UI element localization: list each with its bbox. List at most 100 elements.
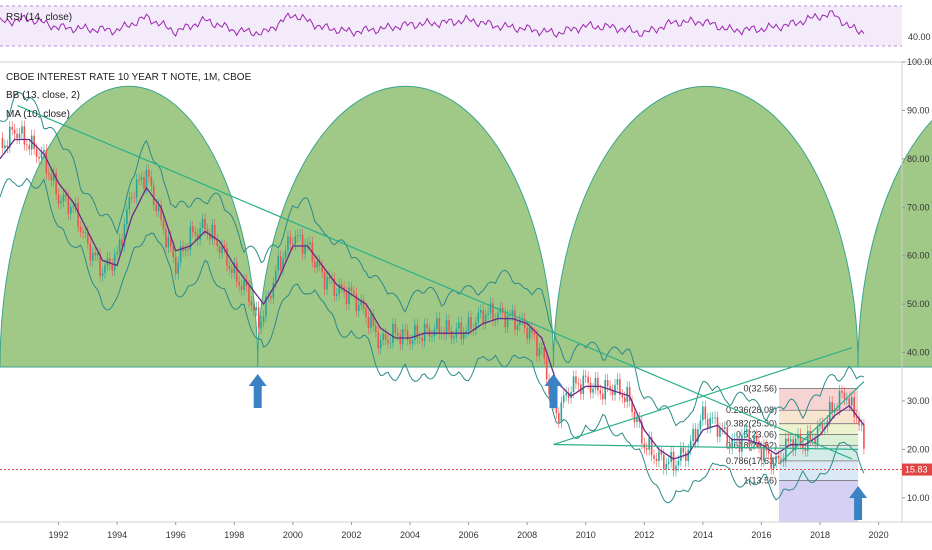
candle-body [621,394,624,398]
candle-body [284,250,287,259]
candle-body [345,292,348,305]
candle-body [170,236,172,247]
candle-body [213,224,216,240]
candle-body [418,337,421,339]
candle-body [218,245,221,254]
candle-body [501,307,504,313]
fib-level-label-2: 0.382(25.30) [726,419,777,429]
candle-body [52,173,55,181]
halving-arc-2 [257,85,555,368]
y-tick-label: 60.00 [907,251,930,261]
y-tick-label: 10.00 [907,493,930,503]
candle-body [816,426,819,444]
candle-body [682,447,685,453]
candle-body [289,236,292,244]
halving-arc-3 [552,86,859,368]
candle-body [379,340,382,349]
candle-body [243,280,245,290]
candle-body [714,417,716,419]
candle-body [760,447,763,461]
x-axis: 1992 1994 1996 1998 2000 2002 2004 2006 2008 2010… [49,522,889,540]
candle-body [572,376,575,393]
candle-body [416,324,419,339]
candle-body [626,387,629,403]
candle-body [50,174,53,181]
candle-body [855,417,858,418]
candle-body [504,312,506,328]
candle-body [606,379,609,387]
candle-body [604,379,607,400]
candle-body [1,137,4,149]
candle-body [548,379,550,395]
candle-body [777,455,780,459]
candle-body [392,323,394,343]
candle-body [279,256,282,270]
trendline-1 [17,105,853,460]
candle-body [411,340,414,344]
x-tick-label: 2006 [459,530,479,540]
candle-body [706,419,709,428]
candle-body [145,169,148,189]
candle-body [528,327,531,339]
candle-body [357,304,360,312]
candle-body [619,379,621,395]
candle-body [321,265,323,273]
candle-body [318,261,321,266]
candle-body [282,258,284,270]
x-tick-label: 1998 [224,530,244,540]
candle-body [6,145,9,148]
candle-body [133,197,136,199]
candle-body [653,455,655,459]
bb-lower-line [0,177,865,504]
candle-body [704,406,707,420]
candle-body [648,437,650,450]
x-tick-label: 2018 [810,530,830,540]
candle-body [475,322,477,330]
x-tick-label: 2016 [751,530,771,540]
candle-body [152,185,155,205]
candle-body [536,334,538,356]
candle-body [584,375,587,377]
candle-body [831,402,834,413]
candle-body [533,332,536,335]
candle-body [104,265,106,274]
up-arrow-icon [544,374,563,408]
candle-body [148,169,150,177]
candle-body [13,129,16,134]
fib-zone-2 [779,423,859,435]
candle-body [89,243,92,261]
fib-zone-5 [779,460,859,481]
candle-body [709,418,711,428]
candle-body [204,218,206,230]
candle-body [91,252,94,261]
candle-body [348,287,350,305]
candle-body [292,243,294,245]
candle-body [179,246,182,263]
candle-body [728,443,731,449]
moving-average [0,138,865,460]
candle-body [414,324,416,341]
candle-body [663,454,665,469]
candle-body [487,312,489,315]
candle-body [853,397,855,418]
legend-bb: BB (13, close, 2) [6,90,80,101]
candle-body [172,246,175,257]
candle-body [253,305,255,311]
candle-body [394,323,397,333]
candle-body [272,282,275,299]
candle-body [560,402,563,423]
candle-body [262,316,265,322]
candle-body [199,227,201,240]
candle-body [233,262,236,274]
candle-body [645,448,648,450]
candle-body [421,337,424,342]
candle-body [745,429,748,433]
candle-body [201,218,204,228]
candle-body [326,276,328,290]
fib-zone-1 [779,410,859,424]
candle-body [235,262,238,282]
candle-body [804,448,807,451]
candle-body [848,398,851,406]
candle-body [69,206,72,214]
